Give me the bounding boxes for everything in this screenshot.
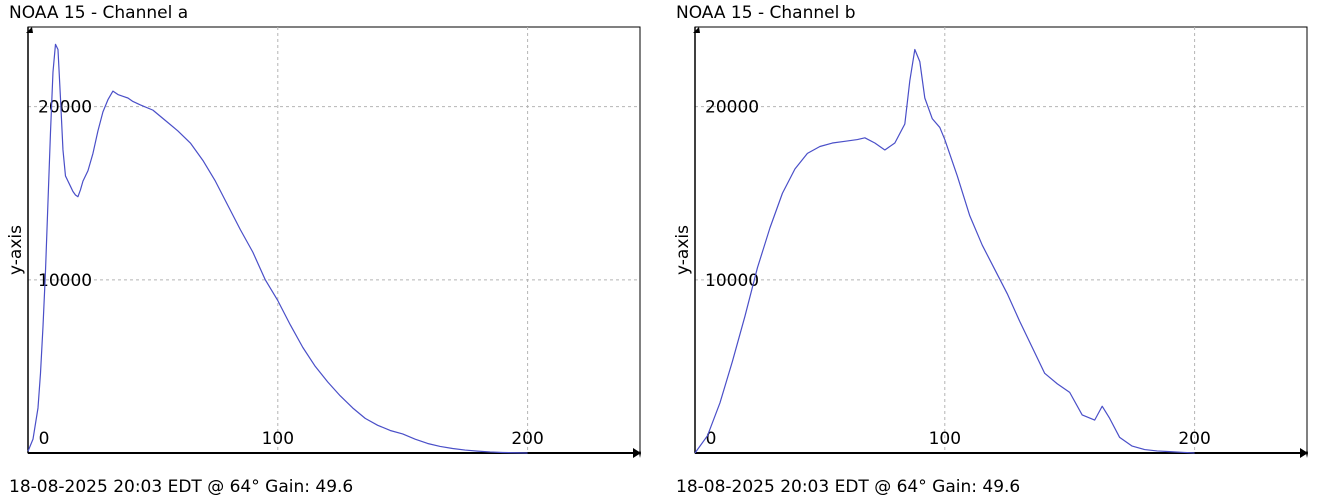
x-tick-label: 100	[929, 429, 961, 449]
chart-footer-status: 18-08-2025 20:03 EDT @ 64° Gain: 49.6	[9, 477, 354, 497]
chart-title: NOAA 15 - Channel a	[9, 3, 189, 23]
x-axis-arrowhead	[633, 448, 641, 458]
plot-frame	[694, 26, 1308, 454]
x-tick-label: 0	[706, 429, 717, 449]
y-axis-title: y-axis	[6, 225, 26, 275]
chart-panel-channel-a: NOAA 15 - Channel a 0 100 200 10000 20000 y-a…	[6, 3, 641, 497]
chart-plot: 0 100 200 10000 20000 y-axis	[6, 26, 641, 458]
x-tick-label: 0	[39, 429, 50, 449]
y-tick-label: 10000	[705, 271, 759, 291]
y-axis-arrowhead	[26, 27, 33, 33]
chart-plot: 0 100 200 10000 20000 y-axis	[673, 26, 1308, 458]
chart-panel-channel-b: NOAA 15 - Channel b 0 100 200 10000 20000 y-a…	[667, 0, 1334, 500]
chart-footer-status: 18-08-2025 20:03 EDT @ 64° Gain: 49.6	[676, 477, 1021, 497]
series-line	[694, 48, 1195, 454]
x-tick-label: 200	[511, 429, 543, 449]
series-line	[27, 43, 528, 454]
y-tick-label: 20000	[705, 98, 759, 118]
x-tick-label: 100	[262, 429, 294, 449]
y-axis-arrowhead	[693, 27, 700, 33]
y-axis-title: y-axis	[673, 225, 693, 275]
x-tick-label: 200	[1178, 429, 1210, 449]
chart-title: NOAA 15 - Channel b	[676, 3, 856, 23]
x-axis-arrowhead	[1300, 448, 1308, 458]
y-tick-label: 20000	[38, 98, 92, 118]
y-tick-label: 10000	[38, 271, 92, 291]
